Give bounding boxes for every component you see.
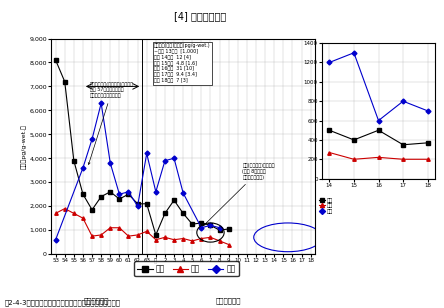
Y-axis label: 生物（pg/g-wet.）: 生物（pg/g-wet.） bbox=[21, 124, 27, 169]
Text: 昭和（年度）: 昭和（年度） bbox=[84, 297, 109, 304]
Text: 囲2-4-3　ディルドリンの生物の経年変化（機何平均値）: 囲2-4-3 ディルドリンの生物の経年変化（機何平均値） bbox=[4, 300, 120, 306]
Legend: 貝類, 魚類, 鳥類: 貝類, 魚類, 鳥類 bbox=[319, 197, 333, 214]
Text: 生物定量[検出]下限値(pg/g-wet.)
~平成 13年度  [1,000]
平成 14年度  12 [4]
平成 15年度  4.8 [1.6]
平成 1: 生物定量[検出]下限値(pg/g-wet.) ~平成 13年度 [1,000] … bbox=[154, 43, 210, 83]
Text: 鳥類(ウミネコ)成鳥採取
(平成 8年以降は
巣立ち前の幼鳥): 鳥類(ウミネコ)成鳥採取 (平成 8年以降は 巣立ち前の幼鳥) bbox=[204, 163, 275, 225]
Text: [4] ディルドリン: [4] ディルドリン bbox=[174, 11, 226, 21]
Text: 鳥類・東京湾(ウミネコ)採取時期
昭和 57年度のみ成鳥、
以後は茶色い羽色の若鳥: 鳥類・東京湾(ウミネコ)採取時期 昭和 57年度のみ成鳥、 以後は茶色い羽色の若… bbox=[88, 82, 134, 164]
Legend: 貝類, 魚類, 鳥類: 貝類, 魚類, 鳥類 bbox=[135, 261, 238, 277]
Text: 平成（年度）: 平成（年度） bbox=[216, 297, 242, 304]
